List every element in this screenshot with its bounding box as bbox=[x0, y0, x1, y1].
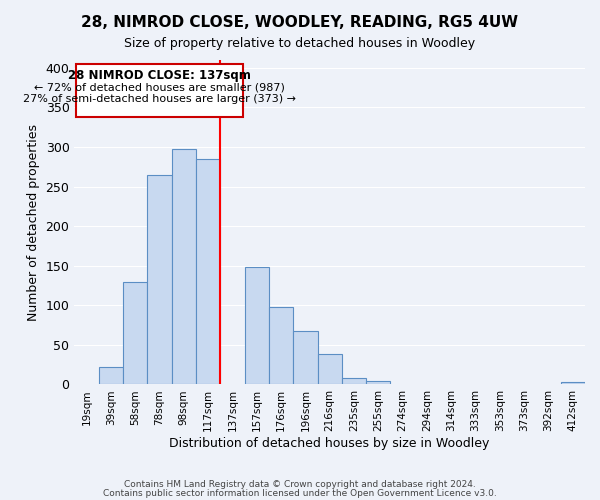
Bar bbox=[147, 174, 172, 384]
Bar bbox=[196, 159, 220, 384]
Y-axis label: Number of detached properties: Number of detached properties bbox=[27, 124, 40, 320]
Text: Contains public sector information licensed under the Open Government Licence v3: Contains public sector information licen… bbox=[103, 488, 497, 498]
Text: Size of property relative to detached houses in Woodley: Size of property relative to detached ho… bbox=[124, 38, 476, 51]
Bar bbox=[317, 354, 342, 384]
Text: ← 72% of detached houses are smaller (987): ← 72% of detached houses are smaller (98… bbox=[34, 82, 284, 92]
Bar bbox=[172, 148, 196, 384]
Text: 27% of semi-detached houses are larger (373) →: 27% of semi-detached houses are larger (… bbox=[23, 94, 296, 104]
Bar bbox=[366, 380, 391, 384]
Bar bbox=[560, 382, 585, 384]
FancyBboxPatch shape bbox=[76, 64, 242, 117]
Text: Contains HM Land Registry data © Crown copyright and database right 2024.: Contains HM Land Registry data © Crown c… bbox=[124, 480, 476, 489]
Bar bbox=[342, 378, 366, 384]
Bar bbox=[269, 307, 293, 384]
Bar bbox=[123, 282, 147, 385]
X-axis label: Distribution of detached houses by size in Woodley: Distribution of detached houses by size … bbox=[169, 437, 490, 450]
Bar bbox=[293, 330, 317, 384]
Bar bbox=[98, 367, 123, 384]
Text: 28, NIMROD CLOSE, WOODLEY, READING, RG5 4UW: 28, NIMROD CLOSE, WOODLEY, READING, RG5 … bbox=[82, 15, 518, 30]
Bar bbox=[245, 268, 269, 384]
Text: 28 NIMROD CLOSE: 137sqm: 28 NIMROD CLOSE: 137sqm bbox=[68, 70, 251, 82]
